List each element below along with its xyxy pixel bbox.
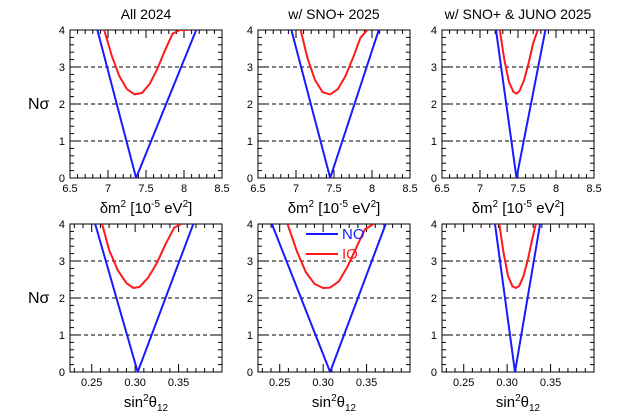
series-no-line xyxy=(495,30,547,178)
y-tick-label: 4 xyxy=(431,25,437,37)
panel-4: 0 1 2 3 4 0.25 0.30 0.35 sin2θ12 Nσ xyxy=(28,219,223,413)
y-tick-label: 3 xyxy=(431,256,437,268)
series-no-line xyxy=(270,224,387,372)
panel-5: 0 1 2 3 4 0.25 0.30 0.35 sin2θ12 xyxy=(247,219,411,413)
y-tick-label: 2 xyxy=(59,99,65,111)
y-tick-label: 2 xyxy=(59,293,65,305)
y-tick-label: 0 xyxy=(431,367,437,379)
y-tick-label: 1 xyxy=(59,136,65,148)
series-no-line xyxy=(94,224,195,372)
y-axis-label: Nσ xyxy=(28,290,50,307)
x-tick-label: 0.25 xyxy=(81,377,102,389)
y-tick-label: 4 xyxy=(431,219,437,231)
y-tick-label: 0 xyxy=(431,173,437,185)
y-tick-label: 1 xyxy=(247,136,253,148)
series-io-line xyxy=(101,224,182,289)
x-tick-label: 7 xyxy=(293,183,299,195)
panel-title: All 2024 xyxy=(121,6,172,22)
y-tick-label: 0 xyxy=(59,367,65,379)
x-tick-label: 6.5 xyxy=(62,183,77,195)
x-tick-label: 0.25 xyxy=(453,377,474,389)
y-tick-label: 4 xyxy=(59,219,65,231)
series-io-line xyxy=(286,224,375,289)
x-axis-label: δm2 [10-5 eV2] xyxy=(472,199,565,217)
x-tick-label: 6.5 xyxy=(250,183,265,195)
y-tick-label: 3 xyxy=(59,256,65,268)
y-tick-label: 3 xyxy=(247,62,253,74)
y-tick-label: 2 xyxy=(431,99,437,111)
x-tick-label: 7.5 xyxy=(326,183,341,195)
x-axis-label: δm2 [10-5 eV2] xyxy=(100,199,193,217)
x-tick-label: 8.5 xyxy=(586,183,601,195)
y-axis-label: Nσ xyxy=(28,96,50,113)
x-axis-label: sin2θ12 xyxy=(124,393,169,413)
x-axis-label: sin2θ12 xyxy=(312,393,357,413)
y-tick-label: 0 xyxy=(247,367,253,379)
x-tick-label: 0.35 xyxy=(356,377,377,389)
series-no-line xyxy=(96,30,198,178)
series-io-line xyxy=(299,30,369,96)
y-tick-label: 1 xyxy=(247,330,253,342)
y-tick-label: 2 xyxy=(247,293,253,305)
panel-title: w/ SNO+ 2025 xyxy=(287,6,380,22)
x-tick-label: 0.30 xyxy=(124,377,145,389)
y-tick-label: 4 xyxy=(247,219,253,231)
legend-label-io: IO xyxy=(342,246,358,263)
y-tick-label: 2 xyxy=(431,293,437,305)
y-tick-label: 0 xyxy=(247,173,253,185)
panel-3: 0 1 2 3 4 6.5 7 7.5 8 8.5 w/ SNO+ & JUNO 2025 δm2 [… xyxy=(431,6,602,217)
y-tick-label: 3 xyxy=(59,62,65,74)
series-no-line xyxy=(290,30,380,178)
y-tick-label: 3 xyxy=(247,256,253,268)
x-tick-label: 7.5 xyxy=(138,183,153,195)
x-tick-label: 0.30 xyxy=(496,377,517,389)
x-tick-label: 0.35 xyxy=(168,377,189,389)
x-axis-label: sin2θ12 xyxy=(496,393,541,413)
x-tick-label: 7.5 xyxy=(510,183,525,195)
x-tick-label: 8.5 xyxy=(402,183,417,195)
x-tick-label: 0.30 xyxy=(312,377,333,389)
panel-2: 0 1 2 3 4 6.5 7 7.5 8 8.5 w/ SNO+ 2025 δm2 [10-5 eV… xyxy=(247,6,418,217)
y-tick-label: 1 xyxy=(431,136,437,148)
panel-title: w/ SNO+ & JUNO 2025 xyxy=(444,6,592,22)
x-tick-label: 6.5 xyxy=(434,183,449,195)
series-io-line xyxy=(498,30,539,95)
series-io-line xyxy=(498,224,537,289)
x-tick-label: 7 xyxy=(477,183,483,195)
panel-1: 0 1 2 3 4 6.5 7 7.5 8 8.5 All 2024 δm2 [10-5 eV2] Nσ xyxy=(28,6,230,217)
legend: NO IO xyxy=(306,226,365,263)
legend-label-no: NO xyxy=(342,226,365,243)
x-tick-label: 8 xyxy=(553,183,559,195)
x-tick-label: 8 xyxy=(369,183,375,195)
y-tick-label: 2 xyxy=(247,99,253,111)
y-tick-label: 4 xyxy=(247,25,253,37)
x-tick-label: 7 xyxy=(105,183,111,195)
x-tick-label: 0.35 xyxy=(540,377,561,389)
y-tick-label: 1 xyxy=(431,330,437,342)
x-tick-label: 8 xyxy=(181,183,187,195)
y-tick-label: 3 xyxy=(431,62,437,74)
x-tick-label: 0.25 xyxy=(269,377,290,389)
y-tick-label: 1 xyxy=(59,330,65,342)
y-tick-label: 4 xyxy=(59,25,65,37)
series-io-line xyxy=(103,30,189,96)
x-axis-label: δm2 [10-5 eV2] xyxy=(288,199,381,217)
x-tick-label: 8.5 xyxy=(214,183,229,195)
y-tick-label: 0 xyxy=(59,173,65,185)
series-no-line xyxy=(494,224,542,372)
panel-6: 0 1 2 3 4 0.25 0.30 0.35 sin2θ12 xyxy=(431,219,595,413)
